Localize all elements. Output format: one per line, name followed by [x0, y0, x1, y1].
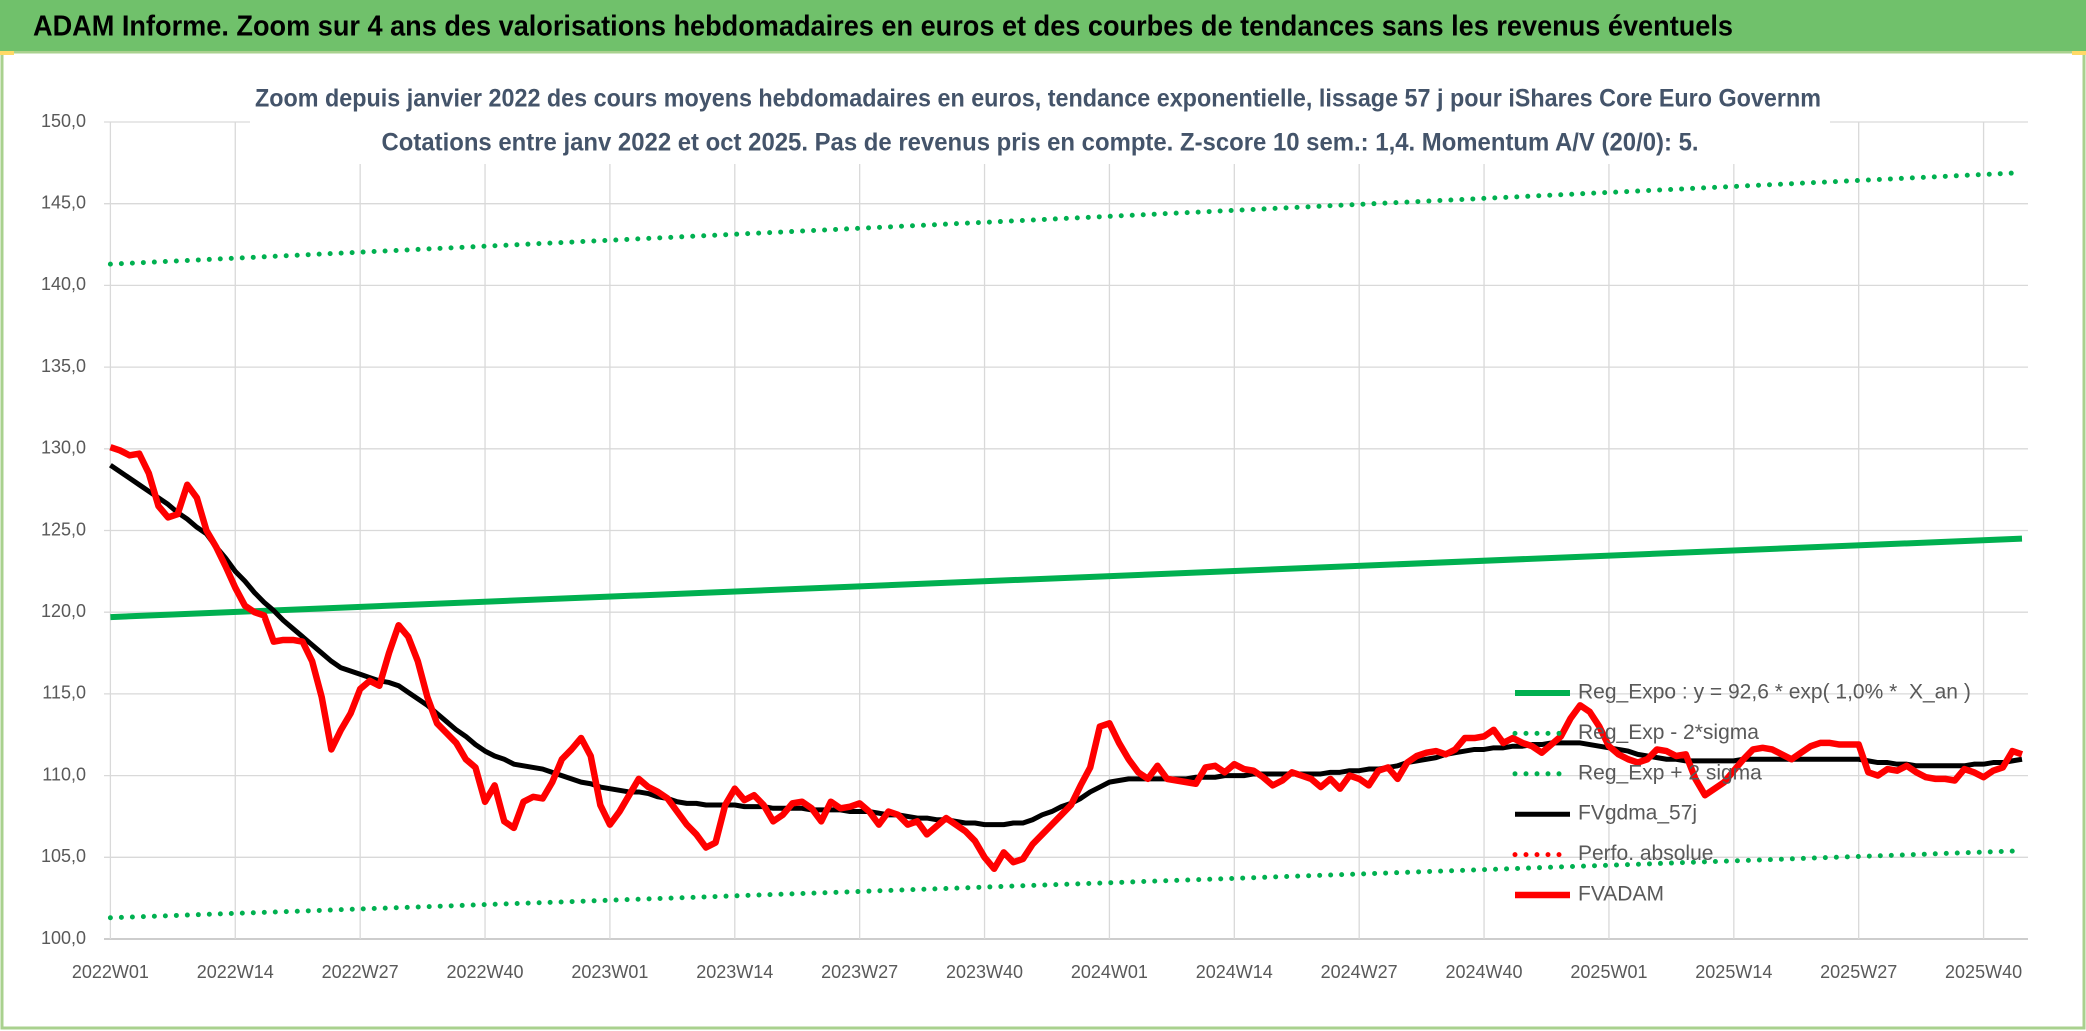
x-tick-label: 2022W01: [72, 962, 149, 982]
y-tick-label: 105,0: [41, 846, 86, 866]
corner-mark: [2072, 51, 2086, 55]
header-band: [0, 0, 2086, 51]
x-tick-label: 2023W14: [696, 962, 773, 982]
corner-mark: [0, 51, 14, 55]
y-tick-label: 125,0: [41, 519, 86, 539]
y-tick-label: 130,0: [41, 438, 86, 458]
x-tick-label: 2022W27: [322, 962, 399, 982]
x-tick-label: 2022W40: [447, 962, 524, 982]
y-tick-label: 145,0: [41, 192, 86, 212]
chart-subtitle: Cotations entre janv 2022 et oct 2025. P…: [382, 129, 1699, 157]
title-backdrop: [250, 78, 1830, 164]
chart-title: Zoom depuis janvier 2022 des cours moyen…: [255, 85, 1821, 113]
y-tick-label: 120,0: [41, 601, 86, 621]
series-line: [109, 444, 2024, 872]
trend-line: [110, 535, 2023, 621]
x-tick-label: 2022W14: [197, 962, 274, 982]
x-tick-label: 2023W01: [571, 962, 648, 982]
y-tick-label: 140,0: [41, 274, 86, 294]
x-tick-label: 2025W40: [1945, 962, 2022, 982]
y-tick-label: 135,0: [41, 356, 86, 376]
y-tick-label: 100,0: [41, 928, 86, 948]
header-title: ADAM Informe. Zoom sur 4 ans des valoris…: [33, 11, 1733, 43]
x-tick-label: 2024W01: [1071, 962, 1148, 982]
trend-line: [107, 170, 2025, 267]
legend-label: FVADAM: [1578, 883, 1664, 906]
legend-label: FVgdma_57j: [1578, 802, 1697, 825]
y-tick-label: 110,0: [42, 764, 86, 784]
x-tick-label: 2023W40: [946, 962, 1023, 982]
legend-label: Perfo. absolue: [1578, 842, 1713, 865]
y-tick-label: 150,0: [41, 111, 86, 131]
legend: Reg_Expo : y = 92,6 * exp( 1,0% * X_an )…: [1512, 681, 1971, 906]
x-tick-label: 2023W27: [821, 962, 898, 982]
x-tick-label: 2025W27: [1820, 962, 1897, 982]
x-tick-label: 2024W40: [1446, 962, 1523, 982]
x-tick-label: 2025W01: [1570, 962, 1647, 982]
y-tick-label: 115,0: [42, 683, 86, 703]
x-tick-label: 2024W27: [1321, 962, 1398, 982]
legend-label: Reg_Exp - 2*sigma: [1578, 721, 1759, 744]
trend-line: [107, 848, 2025, 921]
plot-area: 100,0 105,0 110,0 115,0 120,0 125,0 130,0 135,0…: [41, 111, 2028, 982]
legend-label: Reg_Expo : y = 92,6 * exp( 1,0% * X_an ): [1578, 681, 1971, 704]
x-tick-label: 2025W14: [1695, 962, 1772, 982]
legend-label: Reg_Exp + 2 sigma: [1578, 761, 1762, 784]
x-tick-label: 2024W14: [1196, 962, 1273, 982]
chart-frame: [0, 50, 2086, 1030]
